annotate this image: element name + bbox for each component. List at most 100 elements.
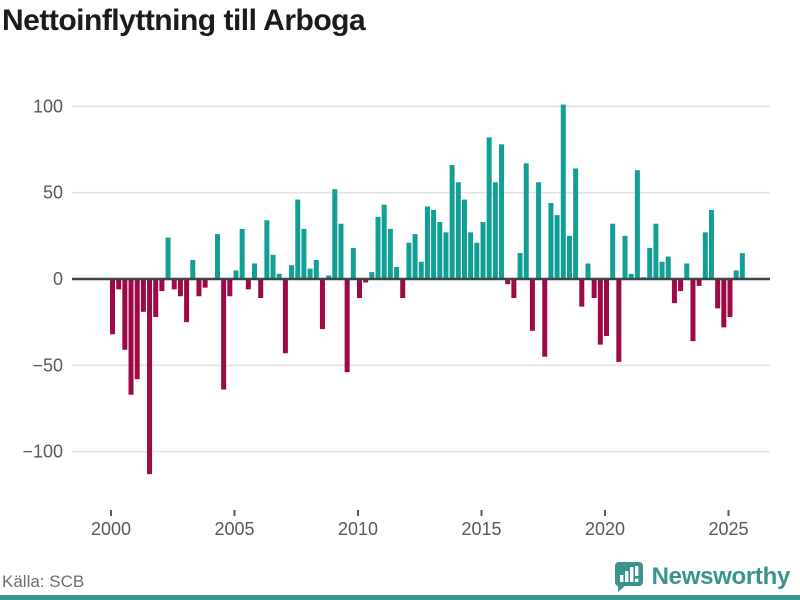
quarter-bar bbox=[461, 199, 467, 279]
bars-group bbox=[110, 104, 745, 475]
quarter-bar bbox=[529, 279, 535, 331]
quarter-bar bbox=[678, 279, 684, 292]
quarter-bar bbox=[474, 242, 480, 279]
quarter-bar bbox=[517, 253, 523, 279]
quarter-bar bbox=[264, 220, 270, 279]
quarter-bar bbox=[153, 279, 159, 317]
quarter-bar bbox=[406, 242, 412, 279]
quarter-bar bbox=[387, 228, 393, 279]
logo-bar-medium bbox=[624, 571, 629, 582]
quarter-bar bbox=[591, 279, 597, 298]
quarter-bar bbox=[696, 279, 702, 286]
quarter-bar bbox=[159, 279, 165, 292]
brand-lockup: Newsworthy bbox=[612, 560, 790, 593]
quarter-bar bbox=[715, 279, 721, 309]
y-tick-label: 50 bbox=[43, 183, 63, 203]
brand-name: Newsworthy bbox=[651, 562, 791, 590]
quarter-bar bbox=[214, 234, 220, 279]
quarter-bar bbox=[684, 263, 690, 279]
newsworthy-logo-icon bbox=[614, 562, 643, 592]
x-tick-label: 2015 bbox=[461, 519, 501, 539]
quarter-bar bbox=[369, 272, 375, 279]
quarter-bar bbox=[647, 247, 653, 279]
quarter-bar bbox=[233, 270, 239, 279]
x-tick-label: 2025 bbox=[708, 519, 748, 539]
quarter-bar bbox=[486, 137, 492, 279]
quarter-bar bbox=[480, 222, 486, 279]
quarter-bar bbox=[110, 279, 115, 335]
quarter-bar bbox=[449, 165, 455, 279]
y-tick-label: −100 bbox=[22, 442, 63, 462]
quarter-bar bbox=[332, 189, 338, 279]
y-tick-label: −50 bbox=[32, 355, 63, 375]
quarter-bar bbox=[295, 199, 301, 279]
x-axis-ticks bbox=[110, 510, 730, 516]
quarter-bar bbox=[721, 279, 727, 328]
quarter-bar bbox=[659, 261, 665, 279]
quarter-bar bbox=[511, 279, 517, 298]
quarter-bar bbox=[585, 263, 591, 279]
quarter-bar bbox=[437, 222, 443, 279]
footer-accent-strip bbox=[0, 595, 800, 600]
quarter-bar bbox=[616, 279, 622, 362]
quarter-bar bbox=[344, 279, 350, 373]
quarter-bar bbox=[622, 235, 628, 279]
logo-exclamation-stem bbox=[634, 566, 639, 576]
quarter-bar bbox=[671, 279, 677, 304]
quarter-bar bbox=[523, 163, 529, 279]
quarter-bar bbox=[597, 279, 603, 345]
quarter-bar bbox=[134, 279, 140, 380]
quarter-bar bbox=[727, 279, 733, 317]
quarter-bar bbox=[289, 265, 295, 279]
gridlines bbox=[72, 105, 770, 453]
quarter-bar bbox=[221, 279, 227, 390]
x-tick-label: 2005 bbox=[214, 519, 254, 539]
quarter-bar bbox=[196, 279, 202, 297]
quarter-bar bbox=[400, 279, 406, 298]
y-axis-labels: 100 50 0 −50 −100 bbox=[22, 96, 63, 461]
quarter-bar bbox=[245, 279, 251, 290]
quarter-bar bbox=[140, 279, 146, 312]
quarter-bar bbox=[122, 279, 128, 350]
quarter-bar bbox=[708, 209, 714, 279]
quarter-bar bbox=[566, 235, 572, 279]
quarter-bar bbox=[628, 273, 634, 279]
quarter-bar bbox=[573, 168, 579, 279]
x-tick-label: 2020 bbox=[585, 519, 625, 539]
quarter-bar bbox=[184, 279, 190, 323]
quarter-bar bbox=[326, 275, 332, 279]
quarter-bar bbox=[239, 228, 245, 279]
quarter-bar bbox=[739, 253, 745, 279]
quarter-bar bbox=[202, 279, 208, 288]
logo-exclamation-dot bbox=[634, 578, 639, 582]
quarter-bar bbox=[190, 260, 196, 279]
x-tick-label: 2010 bbox=[338, 519, 378, 539]
quarter-bar bbox=[128, 279, 134, 395]
quarter-bar bbox=[548, 203, 554, 279]
quarter-bar bbox=[634, 170, 640, 279]
x-axis-labels: 2000 2005 2010 2015 2020 2025 bbox=[91, 519, 749, 539]
quarter-bar bbox=[350, 247, 356, 279]
quarter-bar bbox=[653, 223, 659, 279]
y-tick-label: 0 bbox=[53, 269, 63, 289]
quarter-bar bbox=[499, 144, 505, 279]
quarter-bar bbox=[418, 261, 424, 279]
quarter-bar bbox=[357, 279, 362, 298]
quarter-bar bbox=[307, 268, 313, 279]
quarter-bar bbox=[147, 279, 153, 475]
page-title: Nettoinflyttning till Arboga bbox=[2, 4, 366, 37]
quarter-bar bbox=[282, 279, 288, 354]
quarter-bar bbox=[733, 270, 739, 279]
quarter-bar bbox=[301, 228, 307, 279]
quarter-bar bbox=[554, 215, 560, 279]
quarter-bar bbox=[443, 232, 449, 279]
quarter-bar bbox=[604, 279, 609, 336]
y-tick-label: 100 bbox=[33, 96, 63, 116]
quarter-bar bbox=[542, 279, 548, 357]
source-label: Källa: SCB bbox=[2, 572, 85, 591]
quarter-bar bbox=[276, 273, 282, 279]
quarter-bar bbox=[171, 279, 177, 290]
quarter-bar bbox=[412, 234, 418, 279]
